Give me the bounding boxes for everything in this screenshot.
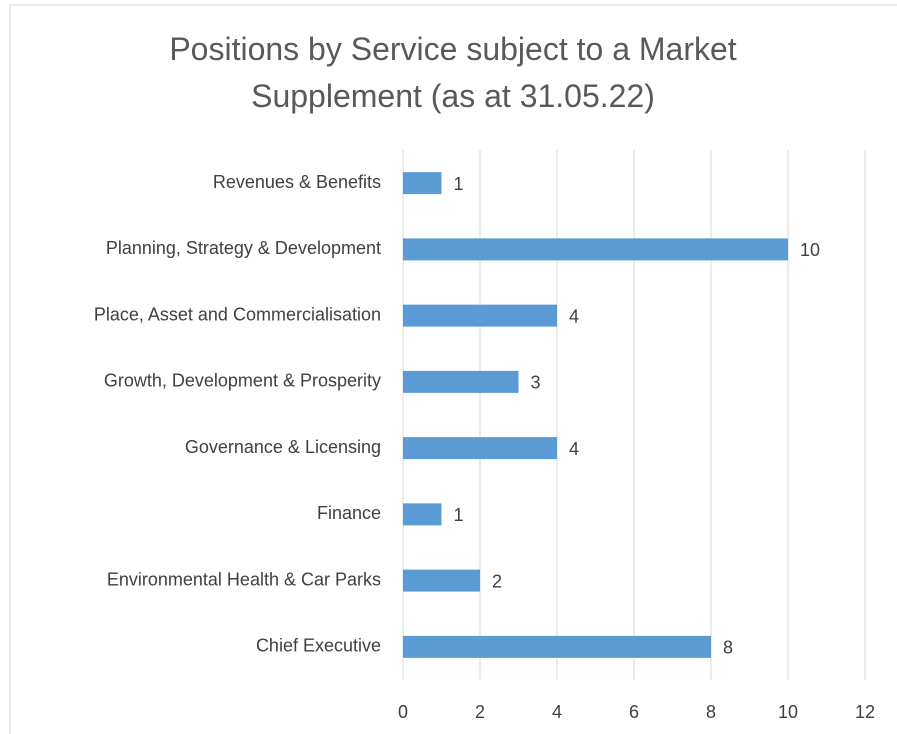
x-tick-label: 0	[398, 702, 408, 722]
y-tick-label: Place, Asset and Commercialisation	[94, 304, 381, 324]
y-tick-label: Revenues & Benefits	[213, 172, 381, 192]
y-tick-label: Finance	[317, 503, 381, 523]
data-label: 1	[454, 505, 464, 525]
x-tick-label: 6	[629, 702, 639, 722]
x-tick-label: 10	[778, 702, 798, 722]
x-tick-label: 12	[855, 702, 875, 722]
y-tick-label: Governance & Licensing	[185, 437, 381, 457]
bar	[403, 304, 557, 327]
chart-border	[9, 4, 897, 734]
bar	[403, 238, 788, 261]
y-tick-label: Environmental Health & Car Parks	[107, 569, 381, 589]
data-label: 1	[454, 174, 464, 194]
bar	[403, 569, 480, 592]
bar	[403, 370, 519, 393]
data-label: 4	[569, 306, 579, 326]
y-tick-label: Planning, Strategy & Development	[106, 238, 381, 258]
data-label: 8	[723, 638, 733, 658]
data-label: 10	[800, 240, 820, 260]
data-label: 3	[531, 373, 541, 393]
x-tick-label: 4	[552, 702, 562, 722]
chart-title: Positions by Service subject to a Market…	[169, 31, 737, 114]
x-tick-label: 8	[706, 702, 716, 722]
bar	[403, 437, 557, 460]
x-tick-label: 2	[475, 702, 485, 722]
bar	[403, 635, 711, 658]
bar	[403, 172, 442, 195]
bar	[403, 503, 442, 526]
data-label: 4	[569, 439, 579, 459]
data-label: 2	[492, 571, 502, 591]
y-tick-label: Growth, Development & Prosperity	[104, 371, 381, 391]
y-tick-label: Chief Executive	[256, 636, 381, 656]
